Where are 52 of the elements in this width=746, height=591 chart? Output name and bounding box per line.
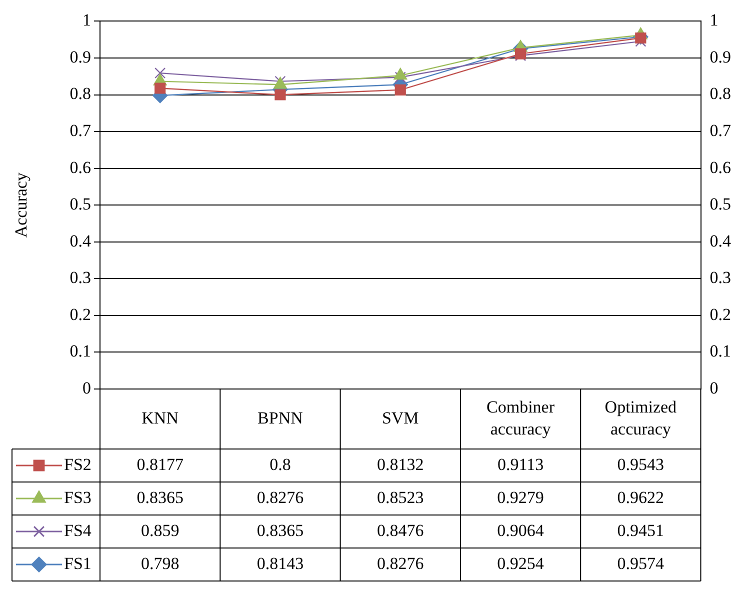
y-tick-label: 0.3: [70, 268, 91, 288]
y-tick-label: 0.1: [70, 342, 91, 361]
data-label: 0.8177: [136, 454, 184, 474]
y2-tick-label: 0.6: [710, 158, 731, 177]
data-label: 0.8365: [136, 488, 184, 507]
legend-label: FS1: [64, 554, 92, 573]
x-tick-label: KNN: [142, 408, 178, 428]
data-label: 0.8276: [377, 554, 424, 573]
y2-tick-label: 0.8: [710, 84, 731, 104]
y2-tick-label: 0: [710, 378, 718, 398]
y-tick-label: 0.7: [70, 121, 92, 140]
data-label: 0.8365: [256, 520, 304, 540]
data-label: 0.9543: [617, 454, 664, 474]
x-tick-label: Optimized accuracy: [604, 397, 678, 438]
data-label: 0.9113: [497, 454, 544, 474]
y-tick-label: 0.5: [70, 194, 91, 214]
data-label: 0.8276: [256, 488, 304, 507]
y2-tick-label: 0.9: [710, 47, 731, 66]
y-tick-label: 0.2: [70, 304, 91, 324]
data-label: 0.798: [140, 554, 180, 573]
data-label: 0.8476: [377, 520, 424, 540]
y2-tick-label: 1: [710, 10, 718, 30]
y-tick-label: 0.8: [70, 84, 91, 104]
x-tick-label: SVM: [382, 408, 419, 428]
data-label: 0.9574: [617, 554, 665, 573]
y2-tick-label: 0.2: [710, 304, 731, 324]
y-tick-label: 0.4: [70, 231, 92, 250]
data-label: 0.8143: [256, 554, 304, 573]
data-label: 0.8523: [377, 488, 424, 507]
y2-tick-label: 0.5: [710, 194, 731, 214]
y2-tick-label: 0.4: [710, 231, 732, 250]
data-label: 0.9451: [617, 520, 664, 540]
data-label: 0.9064: [497, 520, 544, 540]
data-label: 0.859: [140, 520, 180, 540]
y-tick-label: 0.9: [70, 47, 91, 66]
y2-tick-label: 0.1: [710, 342, 731, 361]
y-tick-label: 0: [82, 378, 91, 398]
legend-label: FS3: [64, 488, 92, 507]
y2-tick-label: 0.3: [710, 268, 731, 288]
data-label: 0.9279: [497, 488, 544, 507]
y-tick-label: 1: [82, 10, 91, 30]
y-axis-title: Accuracy: [12, 172, 31, 238]
data-label: 0.8: [270, 454, 291, 474]
legend-label: FS4: [64, 520, 92, 540]
x-tick-label: Combiner accuracy: [486, 397, 555, 438]
data-label: 0.9254: [497, 554, 544, 573]
y-tick-label: 0.6: [70, 158, 91, 177]
data-label: 0.9622: [617, 488, 664, 507]
data-label: 0.8132: [377, 454, 424, 474]
x-tick-label: BPNN: [258, 408, 303, 428]
y2-tick-label: 0.7: [710, 121, 732, 140]
legend-label: FS2: [64, 454, 92, 474]
